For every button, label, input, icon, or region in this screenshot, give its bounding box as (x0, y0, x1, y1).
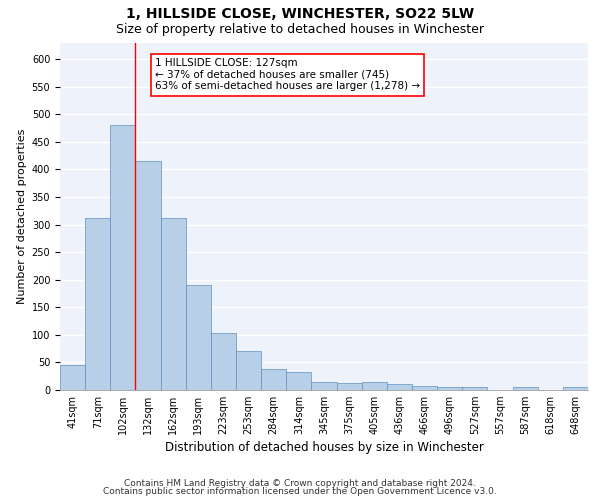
X-axis label: Distribution of detached houses by size in Winchester: Distribution of detached houses by size … (164, 442, 484, 454)
Bar (412, 386, 437, 390)
Bar (311, 382, 337, 390)
Text: Contains public sector information licensed under the Open Government Licence v3: Contains public sector information licen… (103, 487, 497, 496)
Text: Size of property relative to detached houses in Winchester: Size of property relative to detached ho… (116, 22, 484, 36)
Y-axis label: Number of detached properties: Number of detached properties (17, 128, 28, 304)
Bar (437, 387, 462, 390)
Bar (110, 125, 136, 390)
Bar (186, 285, 211, 390)
Bar (462, 387, 487, 390)
Bar (512, 387, 538, 390)
Bar (60, 364, 85, 390)
Bar (286, 372, 311, 390)
Bar (563, 387, 588, 390)
Bar (85, 218, 110, 390)
Bar (362, 382, 387, 390)
Text: Contains HM Land Registry data © Crown copyright and database right 2024.: Contains HM Land Registry data © Crown c… (124, 478, 476, 488)
Bar (236, 352, 261, 390)
Bar (337, 383, 362, 390)
Text: 1, HILLSIDE CLOSE, WINCHESTER, SO22 5LW: 1, HILLSIDE CLOSE, WINCHESTER, SO22 5LW (126, 8, 474, 22)
Bar (161, 218, 186, 390)
Bar (261, 369, 286, 390)
Bar (387, 384, 412, 390)
Text: 1 HILLSIDE CLOSE: 127sqm
← 37% of detached houses are smaller (745)
63% of semi-: 1 HILLSIDE CLOSE: 127sqm ← 37% of detach… (155, 58, 420, 92)
Bar (211, 333, 236, 390)
Bar (136, 161, 161, 390)
